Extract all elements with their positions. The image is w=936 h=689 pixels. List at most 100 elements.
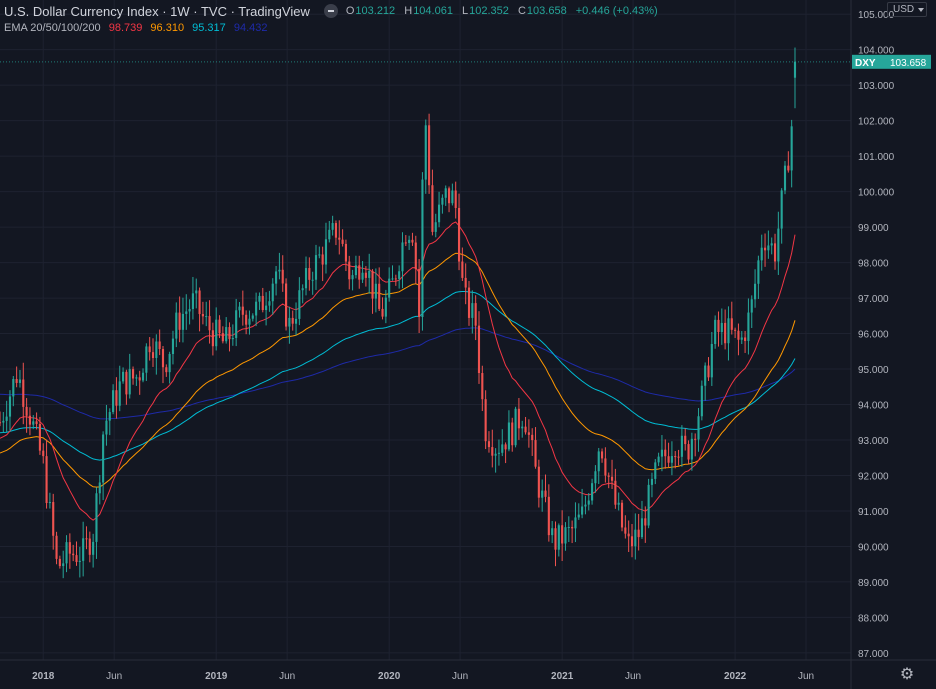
candle-body [724, 322, 727, 344]
time-tick-label: 2019 [205, 671, 228, 682]
close-value: 103.658 [526, 5, 567, 17]
candle-body [245, 314, 248, 325]
candle-body [58, 558, 61, 567]
time-tick-label: 2021 [551, 671, 574, 682]
candle-body [82, 538, 85, 561]
candle-body [265, 305, 268, 311]
candle-body [484, 399, 487, 442]
candle-body [464, 277, 467, 288]
candle-body [175, 312, 178, 339]
candle-body [767, 245, 770, 251]
candle-body [637, 529, 640, 538]
candle-body [62, 563, 65, 567]
price-tick-label: 100.000 [858, 188, 895, 199]
close-key: C [517, 5, 526, 17]
price-tick-label: 99.000 [858, 223, 889, 234]
candle-body [211, 330, 214, 347]
last-price-tag [852, 54, 931, 69]
candle-body [584, 504, 587, 507]
candle-body [241, 306, 244, 315]
price-tag-value: 103.658 [890, 58, 927, 69]
candle-body [481, 373, 484, 400]
candle-body [215, 319, 218, 347]
candle-body [368, 270, 371, 278]
candle-body [524, 426, 527, 433]
candle-body [461, 261, 464, 278]
candle-body [95, 493, 98, 542]
candle-body [238, 306, 241, 311]
candle-body [294, 318, 298, 324]
candle-body [314, 255, 318, 280]
candle-body [0, 422, 2, 424]
open-key: O [345, 5, 355, 17]
time-tick-label: Jun [279, 671, 295, 682]
ema-legend[interactable]: EMA 20/50/100/200 98.739 96.310 95.317 9… [4, 22, 273, 34]
currency-selector[interactable]: USD [887, 2, 927, 17]
candle-body [125, 371, 128, 395]
candle-body [178, 312, 181, 330]
candle-body [697, 416, 700, 440]
candle-body [188, 309, 191, 312]
price-tick-label: 95.000 [858, 365, 889, 376]
candle-body [2, 420, 5, 423]
candle-body [364, 272, 367, 278]
candle-body [537, 466, 540, 498]
candle-body [744, 337, 747, 341]
candle-body [298, 290, 301, 319]
candle-body [574, 517, 577, 529]
candle-body [221, 333, 224, 342]
change-value: +0.446 (+0.43%) [575, 5, 658, 17]
candle-body [25, 406, 28, 416]
candle-body [620, 502, 624, 528]
candle-body [138, 377, 141, 381]
time-tick-label: 2020 [378, 671, 401, 682]
candle-body [12, 379, 15, 397]
candle-body [118, 381, 121, 406]
candle-body [284, 283, 288, 327]
candle-body [600, 451, 604, 459]
candle-body [158, 341, 161, 350]
candle-body [674, 456, 677, 458]
candle-body [497, 452, 501, 454]
candle-body [388, 278, 391, 298]
collapse-legend-button[interactable] [323, 4, 338, 18]
candle-body [281, 269, 284, 284]
price-tick-label: 87.000 [858, 649, 889, 660]
candle-body [624, 527, 627, 534]
candle-body [141, 372, 145, 381]
candle-body [418, 269, 421, 318]
candle-body [428, 125, 431, 186]
ema200-line [0, 327, 796, 420]
candle-body [541, 490, 544, 498]
candle-body [777, 228, 780, 262]
candle-body [151, 352, 155, 358]
price-tick-label: 93.000 [858, 436, 889, 447]
candle-body [614, 480, 617, 505]
gear-icon[interactable]: ⚙ [899, 666, 915, 683]
candle-body [112, 390, 115, 413]
price-tick-label: 101.000 [858, 152, 895, 163]
candle-body [55, 535, 58, 559]
candle-body [32, 421, 35, 425]
candle-body [454, 190, 457, 208]
candle-body [687, 444, 690, 460]
candle-body [168, 354, 171, 373]
candle-body [18, 379, 22, 383]
candle-body [35, 421, 38, 424]
candle-body [554, 528, 557, 550]
candle-body [248, 318, 251, 325]
candle-body [597, 451, 600, 472]
candle-body [404, 242, 407, 244]
candle-body [235, 310, 238, 338]
candle-body [22, 379, 25, 407]
candle-body [773, 243, 777, 262]
candle-body [122, 371, 125, 382]
candle-body [421, 179, 424, 318]
candle-body [88, 538, 91, 555]
candle-body [770, 243, 773, 246]
candle-body [504, 444, 507, 450]
ema50-value: 96.310 [150, 22, 185, 34]
candle-body [763, 247, 767, 251]
candle-body [208, 316, 211, 331]
